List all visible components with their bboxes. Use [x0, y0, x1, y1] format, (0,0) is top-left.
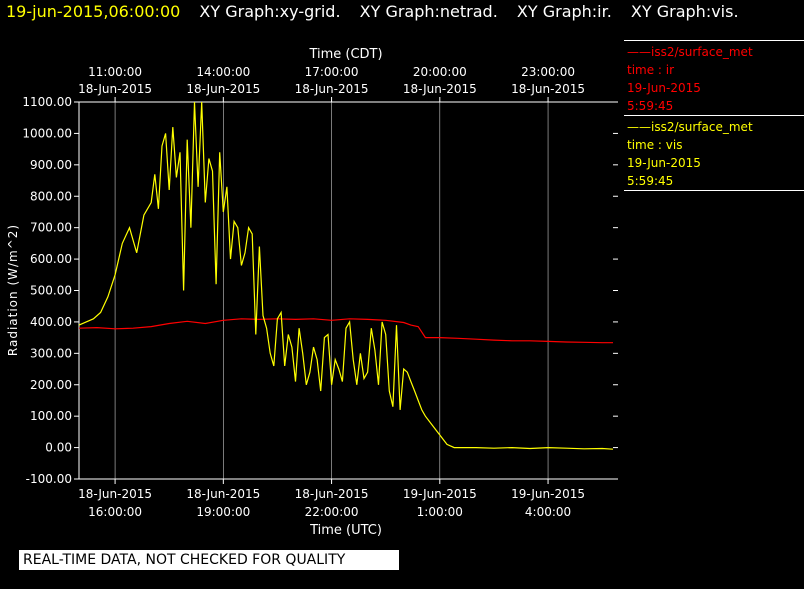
graph-label-netrad[interactable]: XY Graph:netrad.	[359, 2, 498, 21]
y-tick-label: 200.00	[30, 378, 72, 392]
legend-time: 5:59:45	[627, 99, 674, 113]
series-line-ir	[78, 318, 613, 344]
x2-tick-date: 18-Jun-2015	[295, 82, 369, 96]
y-tick-label: 400.00	[30, 315, 72, 329]
legend-date: 19-Jun-2015	[627, 156, 701, 170]
legend-time: 5:59:45	[627, 174, 674, 188]
timestamp: 19-jun-2015,06:00:00	[6, 2, 181, 21]
y-tick-label: 900.00	[30, 158, 72, 172]
x-tick-time: 16:00:00	[88, 505, 142, 519]
legend-line-label: ——iss2/surface_met	[627, 45, 753, 59]
legend-entry-ir[interactable]: ——iss2/surface_met time : ir 19-Jun-2015…	[624, 40, 804, 115]
x-tick-time: 4:00:00	[525, 505, 571, 519]
x-tick-time: 19:00:00	[196, 505, 250, 519]
y-tick-label: 1000.00	[22, 126, 72, 140]
series-lines	[78, 101, 614, 450]
quality-warning-banner: REAL-TIME DATA, NOT CHECKED FOR QUALITY	[19, 550, 399, 570]
y-tick-label: 1100.00	[22, 95, 72, 109]
graph-label-xy-grid[interactable]: XY Graph:xy-grid.	[199, 2, 341, 21]
x2-tick-time: 20:00:00	[413, 65, 467, 79]
y-tick-label: 100.00	[30, 409, 72, 423]
x2-tick-time: 17:00:00	[305, 65, 359, 79]
legend-line-label: ——iss2/surface_met	[627, 120, 753, 134]
x2-tick-date: 18-Jun-2015	[511, 82, 585, 96]
series-line-vis	[78, 101, 614, 450]
y-tick-label: 700.00	[30, 221, 72, 235]
x2-tick-date: 18-Jun-2015	[403, 82, 477, 96]
x2-tick-time: 23:00:00	[521, 65, 575, 79]
legend-var: time : vis	[627, 138, 683, 152]
y-tick-label: 500.00	[30, 284, 72, 298]
legend-entry-vis[interactable]: ——iss2/surface_met time : vis 19-Jun-201…	[624, 115, 804, 191]
x-tick-time: 1:00:00	[417, 505, 463, 519]
x-tick-time: 22:00:00	[305, 505, 359, 519]
x2-axis-label: Time (CDT)	[308, 47, 382, 62]
x-tick-date: 19-Jun-2015	[511, 487, 585, 501]
x-axis-label: Time (UTC)	[309, 523, 382, 538]
y-tick-label: 300.00	[30, 346, 72, 360]
legend-date: 19-Jun-2015	[627, 81, 701, 95]
y-tick-label: -100.00	[26, 472, 72, 486]
x-tick-date: 18-Jun-2015	[186, 487, 260, 501]
x2-tick-time: 11:00:00	[88, 65, 142, 79]
x2-tick-date: 18-Jun-2015	[186, 82, 260, 96]
y-tick-label: 600.00	[30, 252, 72, 266]
x-tick-date: 18-Jun-2015	[295, 487, 369, 501]
y-tick-label: 0.00	[45, 441, 72, 455]
x-tick-date: 19-Jun-2015	[403, 487, 477, 501]
x-tick-date: 18-Jun-2015	[78, 487, 152, 501]
title-bar: 19-jun-2015,06:00:00 XY Graph:xy-grid. X…	[6, 2, 739, 21]
grid	[114, 102, 549, 479]
graph-label-vis[interactable]: XY Graph:vis.	[630, 2, 739, 21]
graph-label-ir[interactable]: XY Graph:ir.	[516, 2, 612, 21]
y-tick-label: 800.00	[30, 189, 72, 203]
x2-tick-date: 18-Jun-2015	[78, 82, 152, 96]
legend: ——iss2/surface_met time : ir 19-Jun-2015…	[624, 40, 804, 191]
y-axis-label: Radiation (W/m^2)	[6, 224, 20, 356]
ticks: 18-Jun-2015 16:00:00 11:00:00 18-Jun-2015 18…	[22, 65, 618, 519]
axes	[78, 101, 613, 480]
legend-var: time : ir	[627, 63, 675, 77]
x2-tick-time: 14:00:00	[196, 65, 250, 79]
